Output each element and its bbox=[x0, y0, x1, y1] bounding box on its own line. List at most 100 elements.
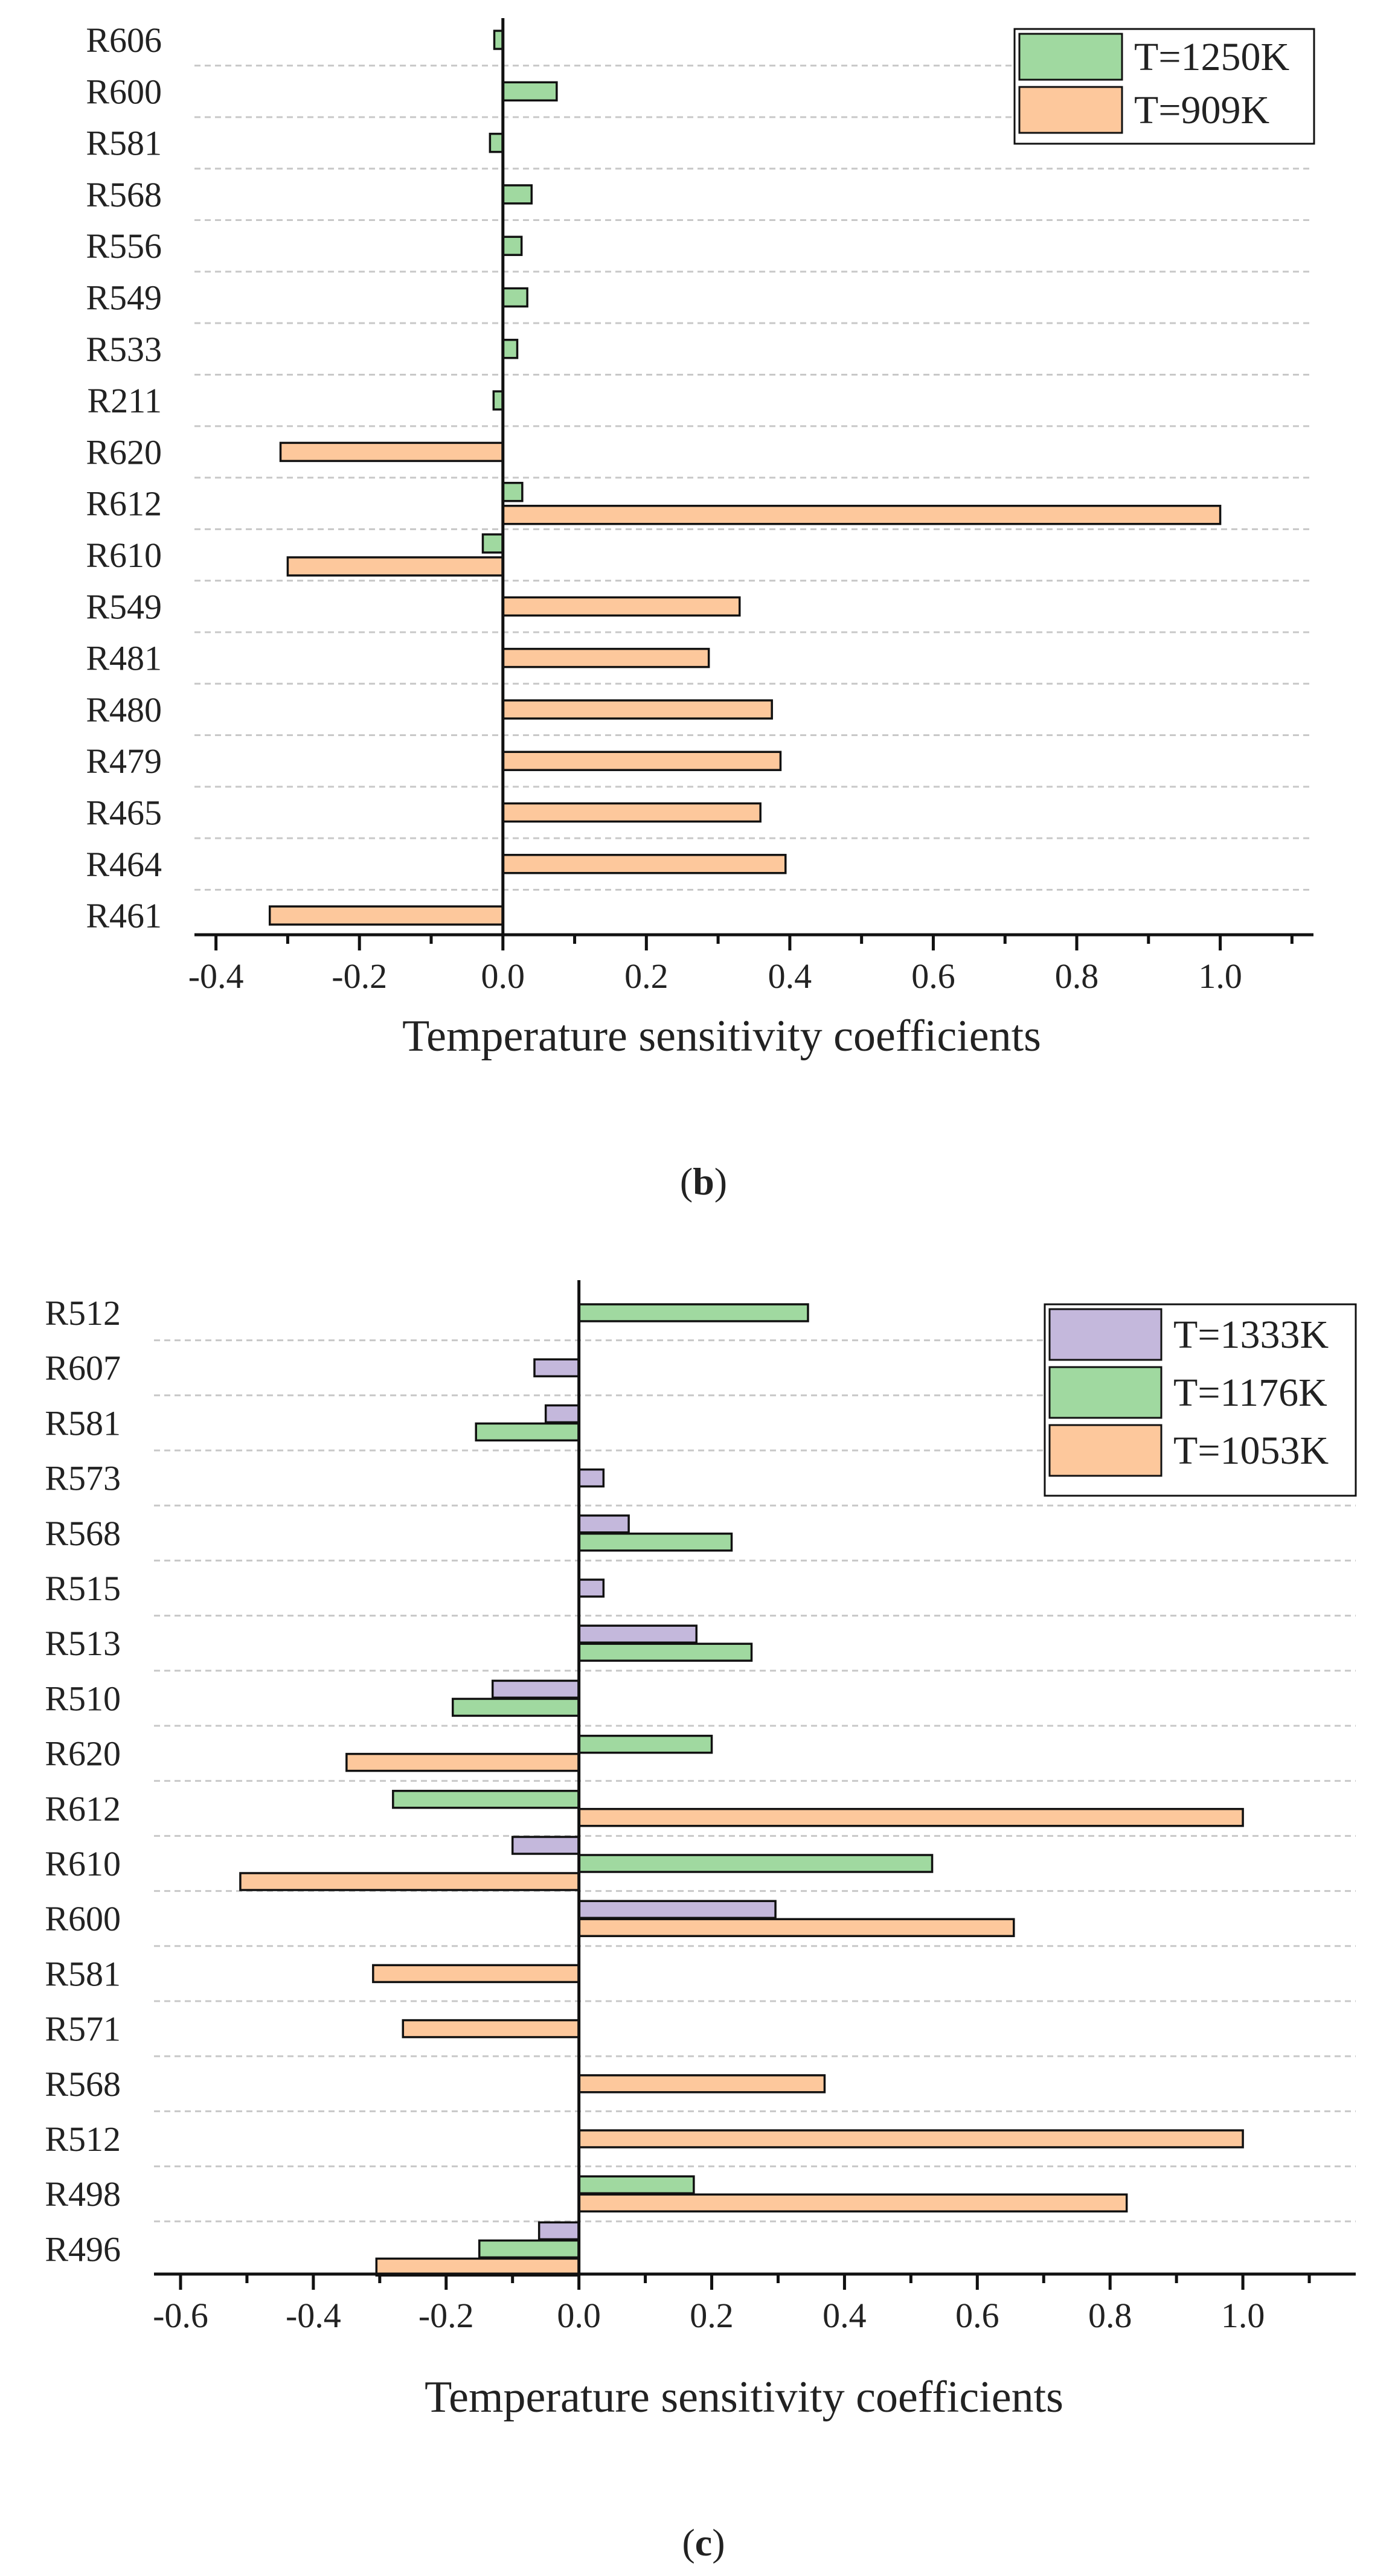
x-tick-label: 0.6 bbox=[955, 2296, 999, 2335]
bar-T1250K-r556 bbox=[502, 235, 523, 256]
bar-T1176K-r620 bbox=[577, 1734, 713, 1754]
bar-T1333K-r581 bbox=[544, 1404, 580, 1424]
category-label: R581 bbox=[45, 1403, 121, 1443]
bar-T1176K-r512 bbox=[577, 1303, 809, 1322]
bar-T1333K-r607 bbox=[533, 1358, 580, 1377]
legend-swatch bbox=[1018, 33, 1123, 81]
category-label: R461 bbox=[86, 896, 162, 935]
category-label: R571 bbox=[45, 2010, 121, 2049]
chart-panel-b: R606 R600 R581 R568 R556 R549 R533 R211 R620 R612… bbox=[86, 18, 1315, 1203]
category-label: R556 bbox=[86, 226, 162, 266]
bar-T1053K-r568 bbox=[577, 2074, 826, 2094]
bar-T1176K-r568 bbox=[577, 1533, 733, 1552]
bar-T1176K-r496 bbox=[478, 2239, 580, 2259]
category-label: R549 bbox=[86, 587, 162, 626]
bar-T1176K-r498 bbox=[577, 2175, 695, 2194]
panel-label: (c) bbox=[682, 2521, 725, 2564]
x-tick-label: 0.4 bbox=[768, 956, 812, 996]
panel-label: (b) bbox=[680, 1160, 727, 1203]
legend-swatch bbox=[1048, 1366, 1162, 1419]
x-tick-label: 0.0 bbox=[481, 956, 525, 996]
x-tick-label: 1.0 bbox=[1221, 2296, 1265, 2335]
bar-T909K-r612 bbox=[502, 504, 1222, 525]
legend: T=1250K T=909K bbox=[1013, 28, 1315, 145]
bar-T909K-r481 bbox=[502, 647, 710, 668]
x-tick-label: 0.2 bbox=[624, 956, 669, 996]
category-label: R512 bbox=[45, 2119, 121, 2159]
x-tick-label: 0.8 bbox=[1088, 2296, 1132, 2335]
bar-T909K-r620 bbox=[279, 441, 504, 463]
bar-T1333K-r510 bbox=[491, 1679, 580, 1699]
bar-T909K-r549 bbox=[502, 596, 741, 617]
x-tick-label: 1.0 bbox=[1198, 956, 1242, 996]
bar-T909K-r465 bbox=[502, 802, 762, 823]
bar-T1176K-r510 bbox=[452, 1697, 580, 1717]
x-tick-label: -0.2 bbox=[332, 956, 387, 996]
bar-T1176K-r610 bbox=[577, 1854, 934, 1873]
legend-label: T=1250K bbox=[1134, 35, 1289, 79]
x-tick-label: 0.0 bbox=[557, 2296, 601, 2335]
category-label: R606 bbox=[86, 21, 162, 60]
legend-swatch bbox=[1018, 86, 1123, 134]
category-label: R573 bbox=[45, 1459, 121, 1498]
category-label: R600 bbox=[86, 72, 162, 111]
category-label: R496 bbox=[45, 2229, 121, 2269]
bar-T1053K-r512 bbox=[577, 2129, 1244, 2148]
x-tick-label: -0.2 bbox=[418, 2296, 474, 2335]
x-tick-label: -0.4 bbox=[286, 2296, 341, 2335]
x-axis-title: Temperature sensitivity coefficients bbox=[402, 1011, 1041, 1061]
bar-T909K-r461 bbox=[268, 905, 504, 926]
bar-T909K-r464 bbox=[502, 854, 787, 874]
bar-T1333K-r568 bbox=[577, 1514, 630, 1534]
bar-T1250K-r600 bbox=[502, 81, 558, 102]
category-label: R513 bbox=[45, 1624, 121, 1663]
legend-swatch bbox=[1048, 1424, 1162, 1477]
category-label: R600 bbox=[45, 1899, 121, 1938]
category-label: R479 bbox=[86, 742, 162, 781]
category-label: R480 bbox=[86, 690, 162, 729]
chart-panel-c: R512 R607 R581 R573 R568 R515 R513 R510 R620 R612… bbox=[45, 1280, 1357, 2564]
category-label: R607 bbox=[45, 1348, 121, 1388]
bar-T1250K-r533 bbox=[502, 339, 519, 359]
bar-T1333K-r513 bbox=[577, 1624, 698, 1644]
legend-label: T=1333K bbox=[1173, 1313, 1329, 1357]
category-label: R533 bbox=[86, 330, 162, 369]
category-label: R581 bbox=[45, 1954, 121, 1993]
category-label: R568 bbox=[45, 2065, 121, 2104]
legend-label: T=1053K bbox=[1173, 1429, 1329, 1473]
category-label: R465 bbox=[86, 793, 162, 833]
category-label: R481 bbox=[86, 639, 162, 678]
category-label: R498 bbox=[45, 2174, 121, 2214]
x-tick-label: 0.2 bbox=[690, 2296, 734, 2335]
bar-T1250K-r568 bbox=[502, 184, 533, 205]
x-tick-label: 0.6 bbox=[911, 956, 955, 996]
legend-label: T=909K bbox=[1134, 88, 1269, 132]
x-tick-label: -0.4 bbox=[188, 956, 244, 996]
category-label: R620 bbox=[45, 1734, 121, 1773]
bar-T1176K-r513 bbox=[577, 1642, 753, 1662]
bar-T1053K-r581 bbox=[372, 1964, 580, 1984]
x-tick-label: 0.8 bbox=[1055, 956, 1099, 996]
bar-T1176K-r581 bbox=[475, 1422, 580, 1442]
bar-T1250K-r581 bbox=[489, 132, 504, 153]
bar-T909K-r479 bbox=[502, 751, 782, 771]
category-label: R568 bbox=[45, 1514, 121, 1553]
bar-T1053K-r610 bbox=[239, 1872, 580, 1891]
category-label: R581 bbox=[86, 124, 162, 163]
category-label: R510 bbox=[45, 1679, 121, 1718]
bar-T1333K-r573 bbox=[577, 1468, 605, 1488]
bar-T1333K-r610 bbox=[511, 1836, 580, 1855]
category-label: R612 bbox=[86, 484, 162, 524]
category-label: R610 bbox=[45, 1844, 121, 1883]
bar-T1053K-r620 bbox=[345, 1752, 580, 1772]
category-label: R512 bbox=[45, 1293, 121, 1333]
bar-T1333K-r515 bbox=[577, 1578, 605, 1598]
x-tick-label: 0.4 bbox=[823, 2296, 867, 2335]
category-label: R549 bbox=[86, 278, 162, 318]
category-label: R568 bbox=[86, 175, 162, 214]
category-label: R620 bbox=[86, 432, 162, 472]
bar-T1053K-r600 bbox=[577, 1918, 1015, 1937]
bar-T1250K-r612 bbox=[502, 481, 524, 502]
bar-T1333K-r600 bbox=[577, 1900, 777, 1919]
